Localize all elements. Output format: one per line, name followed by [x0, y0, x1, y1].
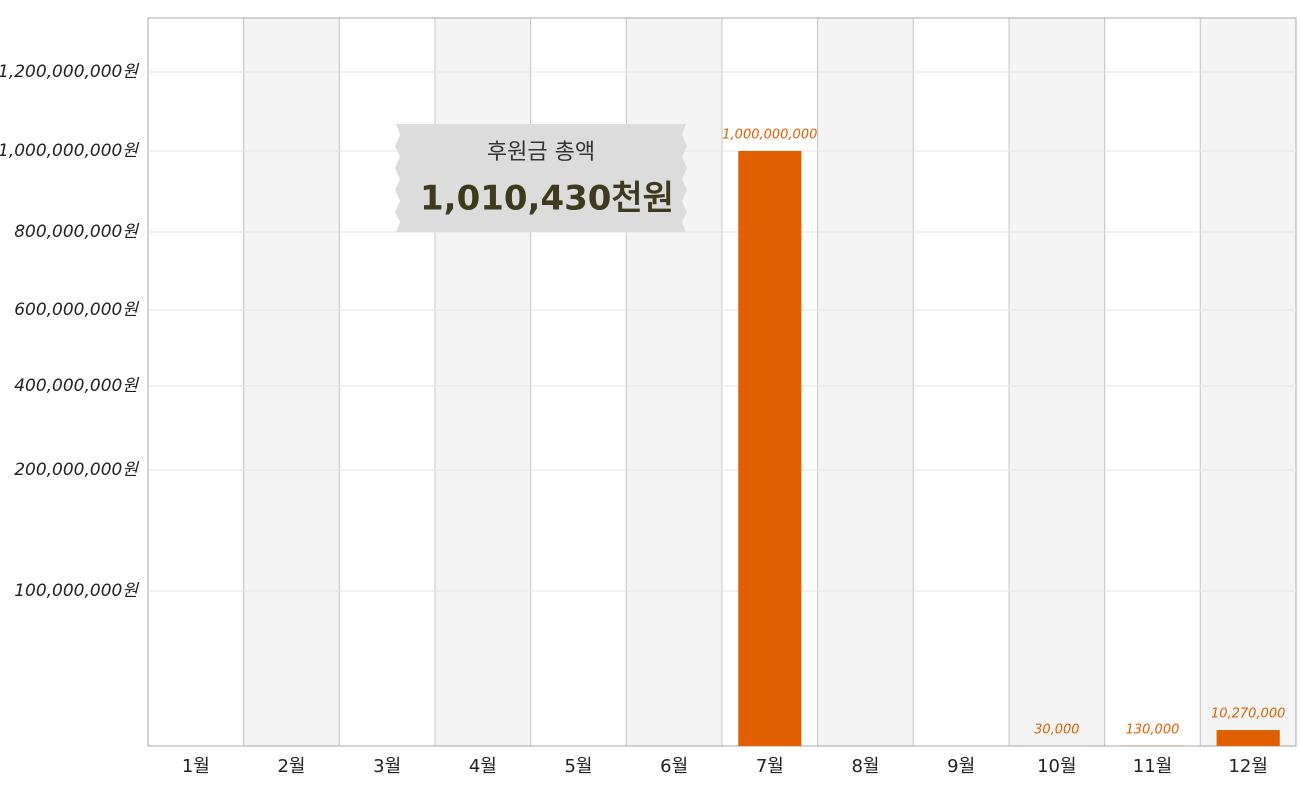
- y-tick-label: 100,000,000원: [14, 581, 139, 601]
- x-tick-label: 6월: [660, 756, 688, 777]
- y-tick-label: 200,000,000원: [14, 460, 139, 480]
- x-tick-label: 9월: [947, 756, 975, 777]
- value-label: 1,000,000,000: [722, 128, 817, 143]
- column-background: [1199, 17, 1297, 747]
- x-tick-label: 2월: [277, 756, 305, 777]
- y-tick-label: 1,000,000,000원: [0, 141, 139, 161]
- column-background: [1008, 17, 1106, 747]
- x-tick-label: 5월: [564, 756, 592, 777]
- annotation-title: 후원금 총액: [487, 140, 595, 165]
- column-background: [1104, 17, 1201, 747]
- annotation-box: 후원금 총액 1,010,430천원: [395, 124, 687, 232]
- y-tick-label: 400,000,000원: [14, 376, 139, 396]
- x-tick-label: 8월: [851, 756, 879, 777]
- x-tick-label: 7월: [756, 756, 784, 777]
- column-background: [147, 17, 245, 747]
- annotation-background: [395, 124, 687, 232]
- x-tick-label: 12월: [1228, 756, 1267, 777]
- x-tick-label: 3월: [373, 756, 401, 777]
- column-background: [243, 17, 340, 747]
- column-background: [817, 17, 914, 747]
- x-tick-label: 1월: [182, 756, 210, 777]
- y-tick-label: 800,000,000원: [14, 222, 139, 242]
- bar: [1216, 730, 1280, 746]
- y-tick-label: 600,000,000원: [14, 300, 139, 320]
- plot-border: [147, 17, 1297, 747]
- bar: [738, 151, 802, 746]
- x-tick-label: 4월: [469, 756, 497, 777]
- x-tick-label: 11월: [1133, 756, 1172, 777]
- y-tick-label: 1,200,000,000원: [0, 62, 139, 82]
- value-label: 30,000: [1034, 722, 1080, 737]
- marks: 1월 2월 3월 4월 5월 6월 7월 1,000,000,000 8월 9월 10월 30,000…: [182, 128, 1286, 778]
- column-background: [912, 17, 1010, 747]
- value-label: 130,000: [1126, 722, 1180, 737]
- x-tick-label: 10월: [1037, 756, 1076, 777]
- value-label: 10,270,000: [1211, 707, 1285, 722]
- annotation-value: 1,010,430천원: [420, 179, 674, 219]
